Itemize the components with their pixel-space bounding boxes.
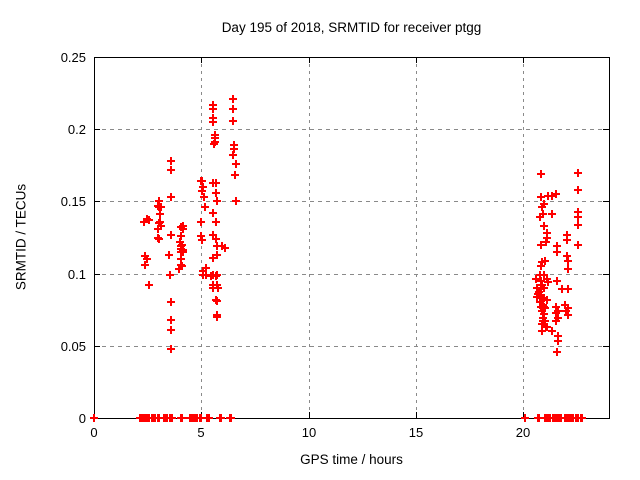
y-tick-label-0.05: 0.05 bbox=[60, 339, 86, 354]
y-tick-label-0: 0 bbox=[78, 411, 86, 426]
y-tick-label-0.2: 0.2 bbox=[67, 122, 86, 137]
x-axis-label: GPS time / hours bbox=[300, 452, 403, 467]
y-tick-label-0.25: 0.25 bbox=[60, 50, 86, 65]
x-tick-label-20: 20 bbox=[515, 425, 531, 440]
x-tick-label-5: 5 bbox=[197, 425, 205, 440]
y-tick-label-0.15: 0.15 bbox=[60, 194, 86, 209]
data-points-SRMTID bbox=[90, 95, 586, 422]
x-tick-label-0: 0 bbox=[90, 425, 98, 440]
x-tick-label-15: 15 bbox=[408, 425, 424, 440]
chart-title: Day 195 of 2018, SRMTID for receiver ptg… bbox=[221, 20, 482, 35]
x-tick-label-10: 10 bbox=[301, 425, 317, 440]
plot-border bbox=[94, 57, 610, 419]
y-tick-label-0.1: 0.1 bbox=[67, 267, 86, 282]
